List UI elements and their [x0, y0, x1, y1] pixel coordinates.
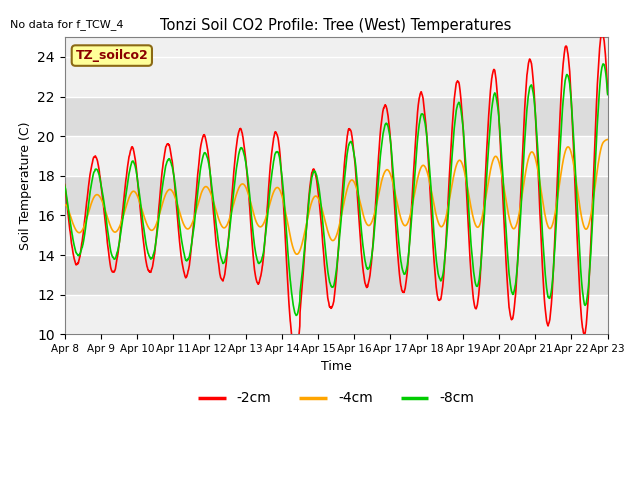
-4cm	[494, 156, 502, 162]
-2cm	[212, 239, 220, 245]
Y-axis label: Soil Temperature (C): Soil Temperature (C)	[19, 121, 31, 250]
-8cm	[212, 221, 220, 227]
Bar	[65, 96, 608, 136]
X-axis label: Time: Time	[321, 360, 351, 372]
-4cm	[604, 137, 612, 143]
Line: -4cm: -4cm	[65, 140, 608, 254]
-2cm	[598, 30, 605, 36]
-4cm	[556, 178, 564, 184]
Bar	[65, 176, 608, 216]
-4cm	[364, 222, 372, 228]
-2cm	[352, 171, 360, 177]
Text: TZ_soilco2: TZ_soilco2	[76, 49, 148, 62]
-2cm	[61, 181, 68, 187]
-8cm	[556, 150, 564, 156]
-8cm	[494, 106, 502, 112]
-8cm	[352, 165, 360, 171]
-4cm	[352, 183, 360, 189]
-8cm	[61, 182, 68, 188]
-8cm	[599, 61, 607, 67]
Bar	[65, 255, 608, 295]
Legend: -2cm, -4cm, -8cm: -2cm, -4cm, -8cm	[192, 386, 480, 411]
-4cm	[61, 202, 68, 207]
-2cm	[494, 100, 502, 106]
Line: -8cm: -8cm	[65, 64, 608, 315]
-4cm	[571, 170, 579, 176]
Line: -2cm: -2cm	[65, 33, 608, 354]
-8cm	[292, 312, 300, 318]
-2cm	[556, 116, 564, 122]
-4cm	[293, 252, 301, 257]
-2cm	[364, 283, 372, 289]
-8cm	[604, 92, 612, 97]
Title: Tonzi Soil CO2 Profile: Tree (West) Temperatures: Tonzi Soil CO2 Profile: Tree (West) Temp…	[161, 18, 512, 33]
Text: No data for f_TCW_4: No data for f_TCW_4	[10, 19, 124, 30]
-8cm	[571, 160, 579, 166]
-4cm	[212, 207, 220, 213]
-2cm	[571, 181, 579, 187]
-2cm	[604, 90, 612, 96]
-8cm	[364, 266, 372, 272]
-2cm	[292, 351, 300, 357]
